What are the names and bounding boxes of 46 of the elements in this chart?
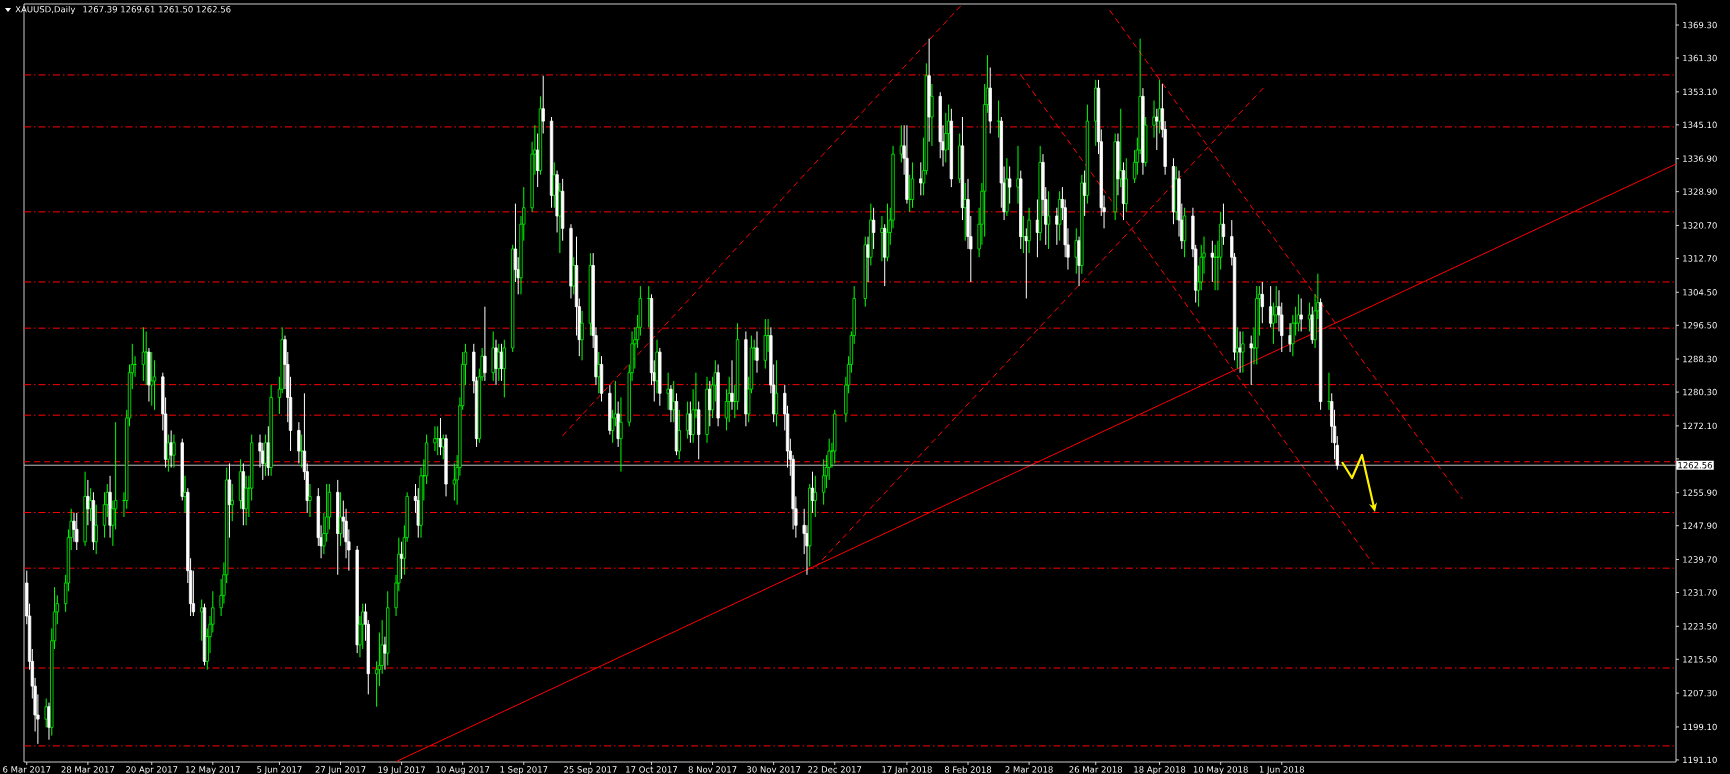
x-tick-label: 8 Feb 2018 <box>944 766 992 773</box>
x-tick-label: 22 Dec 2017 <box>808 766 862 773</box>
x-tick-label: 12 May 2017 <box>186 766 240 774</box>
x-tick-label: 26 Mar 2018 <box>1069 766 1123 773</box>
x-tick-label: 5 Jun 2017 <box>257 766 302 774</box>
x-tick-label: 18 Apr 2018 <box>1134 766 1186 774</box>
y-tick-label: 1328.90 <box>1683 188 1717 195</box>
y-tick-label: 1369.30 <box>1683 21 1717 29</box>
y-tick-label: 1345.10 <box>1683 121 1717 129</box>
x-tick-label: 25 Sep 2017 <box>564 766 617 774</box>
x-tick-label: 19 Jul 2017 <box>378 766 425 774</box>
x-tick-label: 27 Jun 2017 <box>315 766 366 774</box>
y-tick-label: 1304.50 <box>1683 289 1717 296</box>
y-tick-label: 1247.90 <box>1683 522 1717 529</box>
chart-title: XAUUSD,Daily <box>15 5 76 15</box>
y-tick-label: 1288.30 <box>1683 355 1717 363</box>
x-tick-label: 10 May 2018 <box>1193 766 1248 774</box>
y-tick-label: 1231.70 <box>1683 589 1717 596</box>
y-tick-label: 1199.10 <box>1683 723 1717 731</box>
y-tick-label: 1272.10 <box>1683 422 1717 430</box>
y-tick-label: 1191.10 <box>1683 756 1717 764</box>
x-tick-label: 17 Jan 2018 <box>882 766 932 774</box>
x-tick-label: 6 Mar 2017 <box>3 766 51 773</box>
x-tick-label: 2 Mar 2018 <box>1005 766 1053 773</box>
y-tick-label: 1223.50 <box>1683 623 1717 630</box>
y-tick-label: 1353.10 <box>1683 88 1717 96</box>
y-tick-label: 1336.90 <box>1683 155 1717 162</box>
y-tick-label: 1296.50 <box>1683 322 1717 329</box>
y-tick-label: 1239.70 <box>1683 556 1717 563</box>
y-tick-label: 1207.30 <box>1683 689 1717 697</box>
x-tick-label: 30 Nov 2017 <box>747 766 801 773</box>
y-tick-label: 1280.30 <box>1683 388 1717 396</box>
chart-subtitle: 1267.39 1269.61 1261.50 1262.56 <box>83 6 231 13</box>
x-tick-label: 20 Apr 2017 <box>126 766 178 774</box>
y-tick-label: 1312.70 <box>1683 255 1717 262</box>
y-tick-label: 1361.30 <box>1683 54 1717 62</box>
x-tick-label: 17 Oct 2017 <box>626 766 678 773</box>
x-tick-label: 8 Nov 2017 <box>688 766 737 773</box>
y-tick-label: 1320.70 <box>1683 222 1717 229</box>
x-tick-label: 10 Aug 2017 <box>436 766 490 774</box>
y-tick-label: 1255.90 <box>1683 489 1717 496</box>
ref-line-label: 1262.56 <box>1678 462 1713 469</box>
y-tick-label: 1215.50 <box>1683 656 1717 663</box>
x-tick-label: 1 Sep 2017 <box>500 766 548 774</box>
x-tick-label: 1 Jun 2018 <box>1259 766 1305 774</box>
x-tick-label: 28 Mar 2017 <box>61 766 115 773</box>
